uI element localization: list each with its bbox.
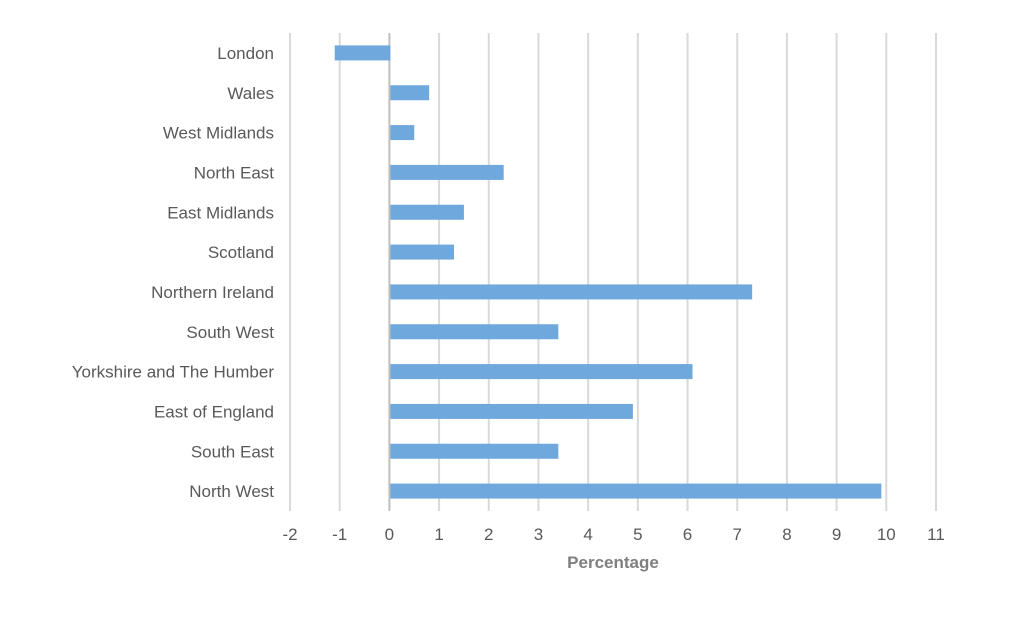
category-label: South East — [191, 442, 274, 461]
x-tick-label: -2 — [282, 525, 297, 544]
category-label: North East — [194, 163, 275, 182]
category-labels: London Wales West Midlands North East East M… — [72, 44, 275, 501]
x-tick-label: 3 — [534, 525, 543, 544]
x-tick-label: 11 — [927, 525, 945, 544]
bar — [390, 284, 753, 300]
gridlines — [289, 33, 937, 511]
x-tick-label: 9 — [832, 525, 841, 544]
x-tick-label: 6 — [683, 525, 692, 544]
category-label: Scotland — [208, 243, 274, 262]
x-tick-label: 2 — [484, 525, 493, 544]
category-label: London — [217, 44, 274, 63]
x-tick-label: 1 — [434, 525, 443, 544]
bar — [390, 125, 415, 141]
x-tick-label: 8 — [782, 525, 791, 544]
category-label: East of England — [154, 402, 274, 421]
x-tick-label: -1 — [332, 525, 347, 544]
bar — [390, 85, 430, 101]
bar — [390, 324, 559, 340]
bar — [390, 204, 464, 220]
category-label: Yorkshire and The Humber — [72, 363, 275, 382]
x-tick-label: 5 — [633, 525, 642, 544]
bar — [390, 164, 504, 180]
bar — [334, 45, 391, 61]
x-tick-label: 10 — [877, 525, 896, 544]
bar — [390, 364, 693, 380]
bar — [390, 244, 454, 260]
category-label: Northern Ireland — [151, 283, 274, 302]
x-tick-label: 0 — [385, 525, 394, 544]
category-label: East Midlands — [167, 203, 274, 222]
category-label: West Midlands — [163, 124, 274, 143]
bars — [334, 45, 882, 499]
category-label: South West — [186, 323, 274, 342]
x-tick-label: 7 — [732, 525, 741, 544]
bar — [390, 483, 882, 499]
category-label: North West — [189, 482, 274, 501]
x-tick-labels: -2 -1 0 1 2 3 4 5 6 7 8 9 10 11 — [282, 525, 944, 544]
x-tick-label: 4 — [583, 525, 592, 544]
x-axis-title: Percentage — [567, 553, 659, 572]
bar — [390, 403, 633, 419]
category-label: Wales — [227, 84, 274, 103]
bar — [390, 443, 559, 459]
